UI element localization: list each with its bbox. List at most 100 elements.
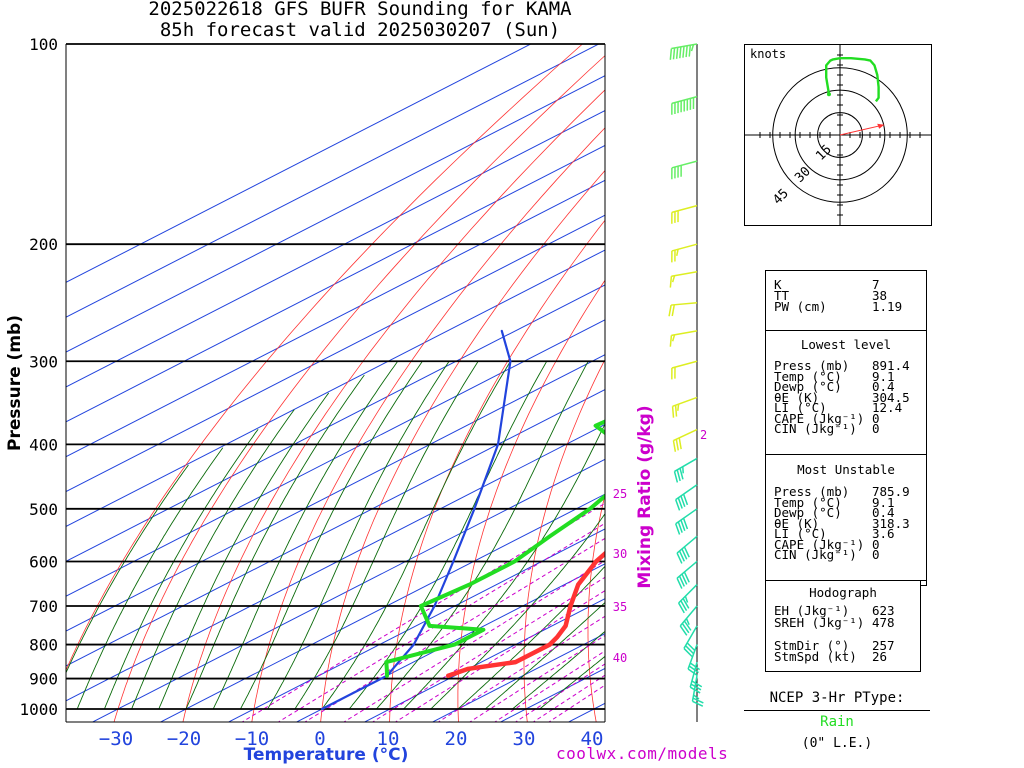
mixing-ratio-tick-label: 30 [613, 547, 627, 561]
most-unstable-row: LI (°C) 3.6 [774, 526, 918, 541]
wind-barb-flag [687, 668, 698, 677]
hodograph-index-value: 26 [872, 649, 888, 664]
wind-barb-shaft [678, 584, 698, 604]
wind-barb-shaft [671, 243, 698, 252]
index-pw-value: 1.19 [872, 299, 903, 314]
wind-barb [677, 584, 698, 614]
wind-barb-shaft [676, 535, 698, 554]
moist-adiabat-line [158, 392, 329, 710]
temperature-profile-line [445, 550, 605, 678]
most-unstable-row-value: 9.1 [872, 494, 895, 510]
pressure-tick-label: 400 [29, 435, 58, 454]
wind-barb-flag [690, 683, 702, 691]
index-tt-label: TT [774, 288, 790, 303]
skew-t-diagram: 2346810152025303540100200300400500600700… [5, 35, 730, 765]
moist-adiabat-line [484, 601, 605, 710]
hodograph-index-row: StmSpd (kt) 26 [774, 649, 912, 664]
pressure-tick-label: 1000 [19, 700, 58, 719]
most-unstable-row-label: Dewp (°C) [774, 505, 842, 520]
wind-barb [674, 508, 698, 535]
temperature-tick-label: −10 [235, 728, 269, 750]
mixing-ratio-line [241, 502, 605, 722]
wind-barb-flag [685, 45, 688, 58]
isotherm-line [295, 563, 605, 722]
most-unstable-row-label: Temp (°C) [774, 494, 842, 510]
wind-barb-flag [693, 694, 700, 700]
isotherm-line [66, 179, 605, 458]
wind-barb-flag [672, 440, 677, 452]
isotherm-line [66, 354, 605, 632]
wind-barb-shaft [671, 360, 698, 369]
lowest-level-row: Press (mb) 891.4 [774, 358, 918, 373]
most-unstable-row-value: 3.6 [872, 526, 895, 541]
most-unstable-row: CIN (Jkg⁻¹) 0 [774, 548, 918, 561]
moist-adiabat-line [321, 360, 511, 710]
wind-barb-shaft [671, 160, 698, 169]
mixing-ratio-tick-label: 35 [613, 600, 627, 614]
lowest-level-row-value: 891.4 [872, 358, 910, 373]
hodograph-ring-label: 45 [770, 186, 792, 208]
dry-adiabat-line [710, 44, 730, 723]
wind-barb-flag [672, 47, 676, 60]
isotherm-line [363, 598, 605, 722]
index-tt: TT 38 [774, 288, 918, 303]
index-pw-label: PW (cm) [774, 299, 827, 314]
wind-barb-shaft [671, 330, 698, 337]
lowest-level-row-value: 12.4 [872, 400, 903, 415]
wind-barb-flag [677, 497, 683, 509]
mixing-ratio-tick-label: 2 [700, 428, 707, 442]
dry-adiabat-line [389, 219, 605, 722]
mixing-ratio-line [371, 576, 605, 722]
wind-barb-shaft [683, 625, 698, 649]
storm-motion-arrowhead [877, 123, 885, 129]
pressure-tick-label: 200 [29, 235, 58, 254]
lowest-level-row-label: θE (K) [774, 389, 820, 405]
wind-barb-flag [681, 573, 688, 585]
wind-barb-shaft [673, 428, 698, 442]
pressure-tick-label: 500 [29, 500, 58, 519]
mixing-ratio-tick-label: 25 [613, 487, 627, 501]
isotherm-line [66, 44, 532, 283]
dry-adiabat-line [320, 169, 605, 722]
wind-barb-flag [680, 519, 686, 532]
index-k-label: K [774, 277, 782, 292]
site-link[interactable]: coolwx.com/models [556, 744, 729, 763]
most-unstable-row: Press (mb) 785.9 [774, 485, 918, 498]
indices-separator [766, 454, 926, 455]
moist-adiabat-line [212, 360, 399, 710]
wind-barb-flag [681, 548, 688, 560]
mixing-ratio-line [343, 560, 605, 722]
temperature-tick-label: 20 [445, 728, 468, 750]
wind-barb-flag [669, 276, 673, 288]
lowest-level-row-value: 9.1 [872, 368, 895, 384]
hodograph-trace [824, 56, 880, 103]
mixing-ratio-tick-label: 40 [613, 651, 627, 665]
index-pw: PW (cm) 1.19 [774, 299, 918, 314]
wind-barb-flag [673, 471, 679, 483]
moist-adiabat-line [76, 447, 224, 710]
wind-barb-flag [677, 521, 683, 533]
ptype-panel: NCEP 3-Hr PType: Rain (0" L.E.) [744, 690, 930, 760]
wind-barb-flag [668, 304, 672, 317]
wind-barb [674, 484, 698, 511]
wind-barb-shaft [689, 661, 698, 688]
isotherm-line [66, 249, 605, 527]
lowest-level-row: Dewp (°C) 0.4 [774, 379, 918, 394]
wind-barb-flag [671, 406, 675, 418]
wind-barb [669, 270, 698, 288]
dry-adiabat-line [182, 89, 605, 722]
wind-barb-flag [683, 647, 693, 658]
wind-barb-flag [689, 662, 701, 671]
wind-barb-flag [676, 469, 681, 482]
wind-barb-flag [688, 665, 699, 674]
lowest-level-row-value: 0.4 [872, 379, 895, 394]
wind-barb-flag [671, 275, 676, 283]
hodograph-ring-label: 30 [792, 164, 814, 186]
wind-barb-flag [671, 304, 676, 317]
wind-barb-shaft [672, 396, 698, 408]
chart-subtitle: 85h forecast valid 2025030207 (Sun) [159, 19, 561, 41]
lowest-level-title: Lowest level [800, 337, 892, 352]
wind-barb-flag [682, 517, 689, 530]
wind-barb-flag [688, 45, 692, 57]
